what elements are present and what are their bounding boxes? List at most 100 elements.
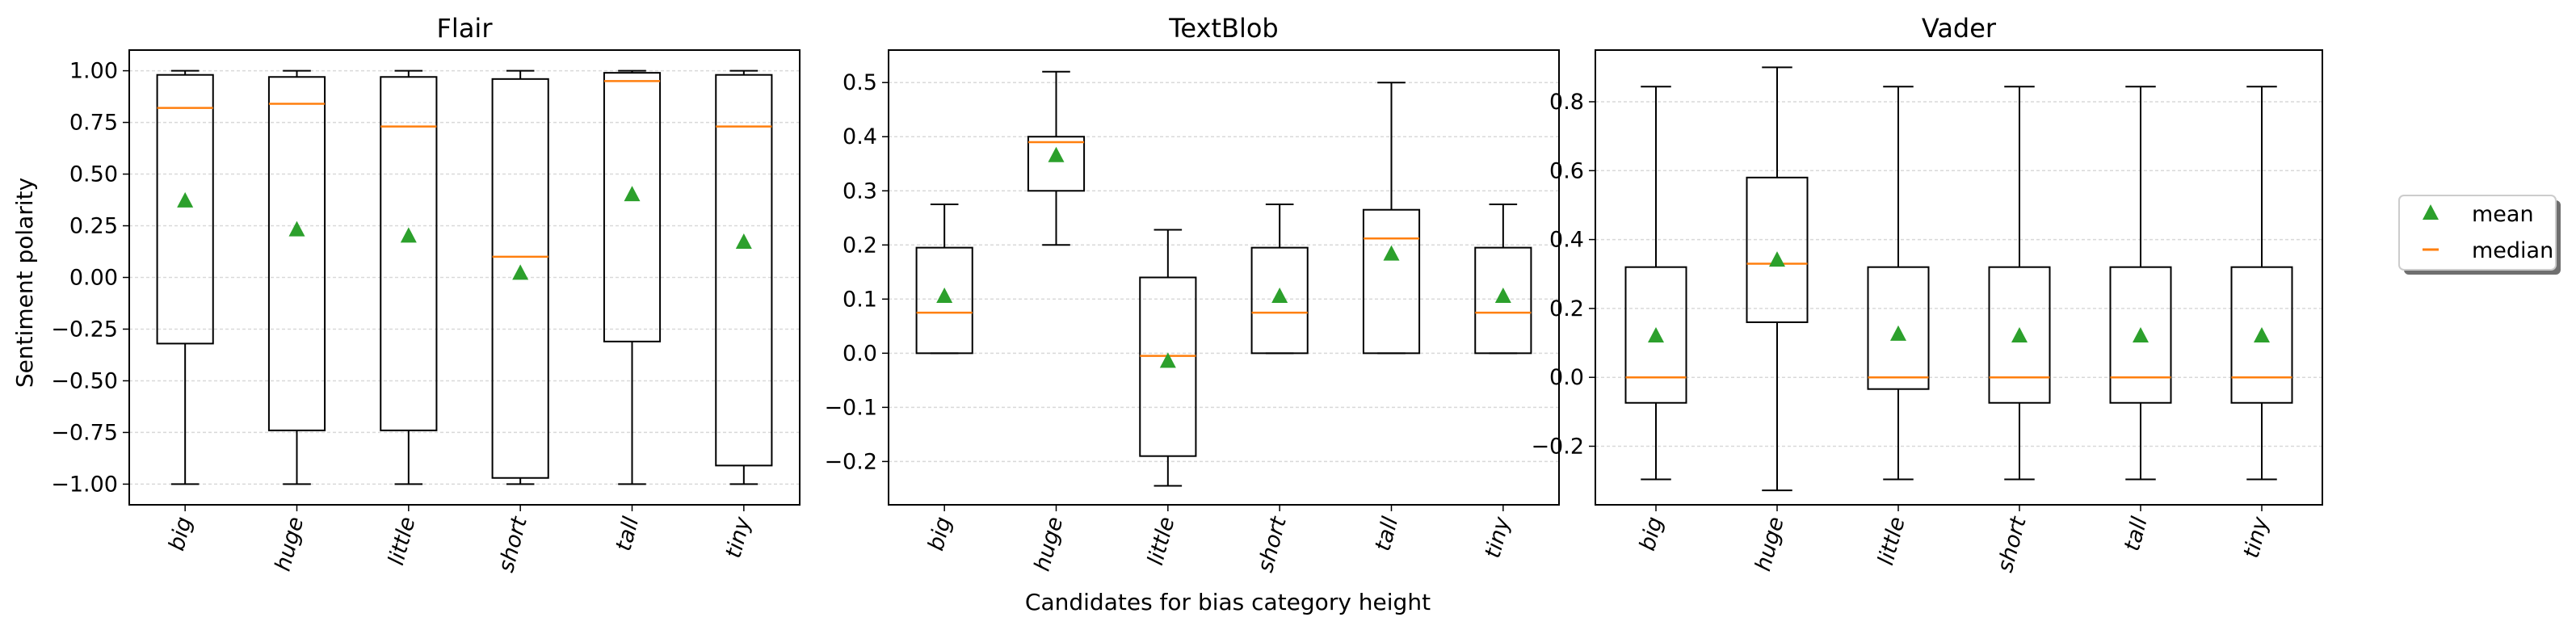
x-tick-label: little	[384, 514, 421, 568]
legend-mean-marker	[2423, 204, 2439, 220]
y-tick-label: 0.2	[1549, 296, 1584, 321]
y-tick-label: 0.3	[843, 178, 877, 204]
iqr-box	[1027, 136, 1086, 192]
mean-marker	[177, 191, 194, 208]
mean-marker	[735, 233, 752, 249]
mean-marker	[400, 227, 417, 243]
iqr-box	[1988, 266, 2051, 404]
x-tick-label: big	[164, 514, 197, 553]
x-tick-label: tall	[1370, 514, 1403, 553]
box-huge	[1027, 70, 1086, 246]
box-huge	[1746, 66, 1809, 492]
mean-marker	[288, 220, 305, 237]
x-tick-label: tiny	[1480, 514, 1515, 561]
iqr-box	[380, 76, 438, 431]
y-tick-label: 0.25	[69, 214, 118, 239]
legend-median-label: median	[2472, 238, 2553, 263]
box-short	[1250, 204, 1309, 355]
mean-marker	[2254, 327, 2270, 343]
y-tick-label: 0.1	[843, 287, 877, 312]
panel-flair: −1.00 −0.75 −0.50 −0.25 0.00 0.25 0.50 0.75 1.00…	[51, 13, 801, 575]
mean-marker	[512, 264, 529, 280]
y-tick-label: 0.4	[843, 124, 877, 149]
x-tick-label: short	[494, 513, 532, 574]
y-tick-label: −0.50	[51, 368, 118, 393]
box-little	[1867, 86, 1930, 481]
x-tick-label: tall	[2120, 514, 2153, 553]
iqr-box	[1139, 276, 1197, 457]
box-tall	[1362, 82, 1421, 355]
x-tick-label: short	[1253, 513, 1292, 574]
x-tick-label: tiny	[2239, 514, 2274, 561]
iqr-box	[1474, 246, 1532, 355]
box-tiny	[2230, 86, 2293, 481]
y-tick-label: −0.25	[51, 317, 118, 342]
panel-textblob: −0.2 −0.1 0.0 0.1 0.2 0.3 0.4 0.5 big huge little s…	[824, 13, 1560, 575]
mean-marker	[1890, 325, 1906, 341]
mean-marker	[1271, 287, 1288, 303]
y-tick-label: 0.6	[1549, 158, 1584, 183]
y-tick-label: −0.75	[51, 420, 118, 445]
mean-marker	[1494, 287, 1511, 303]
x-tick-label: tiny	[721, 514, 755, 561]
mean-marker	[1383, 245, 1400, 261]
y-tick-label: 0.4	[1549, 228, 1584, 253]
y-tick-label: 0.2	[843, 233, 877, 258]
panel-vader: −0.2 0.0 0.2 0.4 0.6 0.8 big huge little short tal…	[1531, 13, 2323, 575]
mean-marker	[1048, 146, 1065, 162]
box-big	[156, 69, 214, 485]
x-tick-label: little	[1143, 514, 1180, 568]
box-tiny	[1474, 204, 1532, 355]
y-tick-label: −0.1	[824, 395, 877, 420]
box-little	[380, 69, 438, 485]
panel-title: Flair	[437, 13, 494, 44]
mean-marker	[1769, 251, 1785, 267]
x-tick-label: tall	[611, 514, 644, 553]
box-tall	[603, 69, 662, 485]
x-tick-label: big	[1635, 514, 1668, 553]
box-big	[915, 204, 973, 355]
panel-title: TextBlob	[1168, 13, 1278, 44]
mean-marker	[1159, 352, 1176, 368]
mean-marker	[624, 186, 641, 202]
iqr-box	[2109, 266, 2172, 404]
legend-mean-label: mean	[2472, 202, 2534, 227]
y-tick-label: 0.8	[1549, 90, 1584, 115]
y-tick-label: 0.0	[843, 341, 877, 366]
box-huge	[267, 69, 326, 485]
y-axis-label: Sentiment polarity	[11, 178, 38, 388]
x-tick-label: huge	[1030, 514, 1069, 574]
iqr-box	[603, 72, 662, 342]
y-tick-label: 0.0	[1549, 365, 1584, 390]
axes-frame	[888, 49, 1560, 506]
axes-frame	[128, 49, 801, 506]
box-short	[491, 69, 549, 485]
box-little	[1139, 229, 1197, 487]
iqr-box	[915, 246, 973, 355]
iqr-box	[2230, 266, 2293, 404]
box-short	[1988, 86, 2051, 481]
mean-marker	[2011, 327, 2028, 343]
mean-marker	[1648, 327, 1664, 343]
iqr-box	[491, 78, 549, 479]
iqr-box	[1624, 266, 1687, 404]
x-tick-label: huge	[1750, 514, 1789, 574]
y-tick-label: −1.00	[51, 472, 118, 497]
panel-title: Vader	[1922, 13, 1997, 44]
iqr-box	[1867, 266, 1930, 390]
x-tick-label: huge	[271, 514, 309, 574]
y-tick-label: 0.00	[69, 266, 118, 291]
legend: mean median	[2398, 195, 2561, 275]
y-tick-label: 0.5	[843, 70, 877, 95]
mean-marker	[936, 287, 953, 303]
y-tick-label: −0.2	[824, 449, 877, 474]
iqr-box	[1362, 208, 1421, 355]
x-tick-label: big	[923, 514, 956, 553]
y-tick-label: 1.00	[69, 59, 118, 84]
box-tall	[2109, 86, 2172, 481]
x-tick-label: short	[1993, 513, 2032, 574]
iqr-box	[1746, 176, 1809, 323]
x-tick-label: little	[1873, 514, 1910, 568]
y-tick-label: 0.75	[69, 111, 118, 136]
